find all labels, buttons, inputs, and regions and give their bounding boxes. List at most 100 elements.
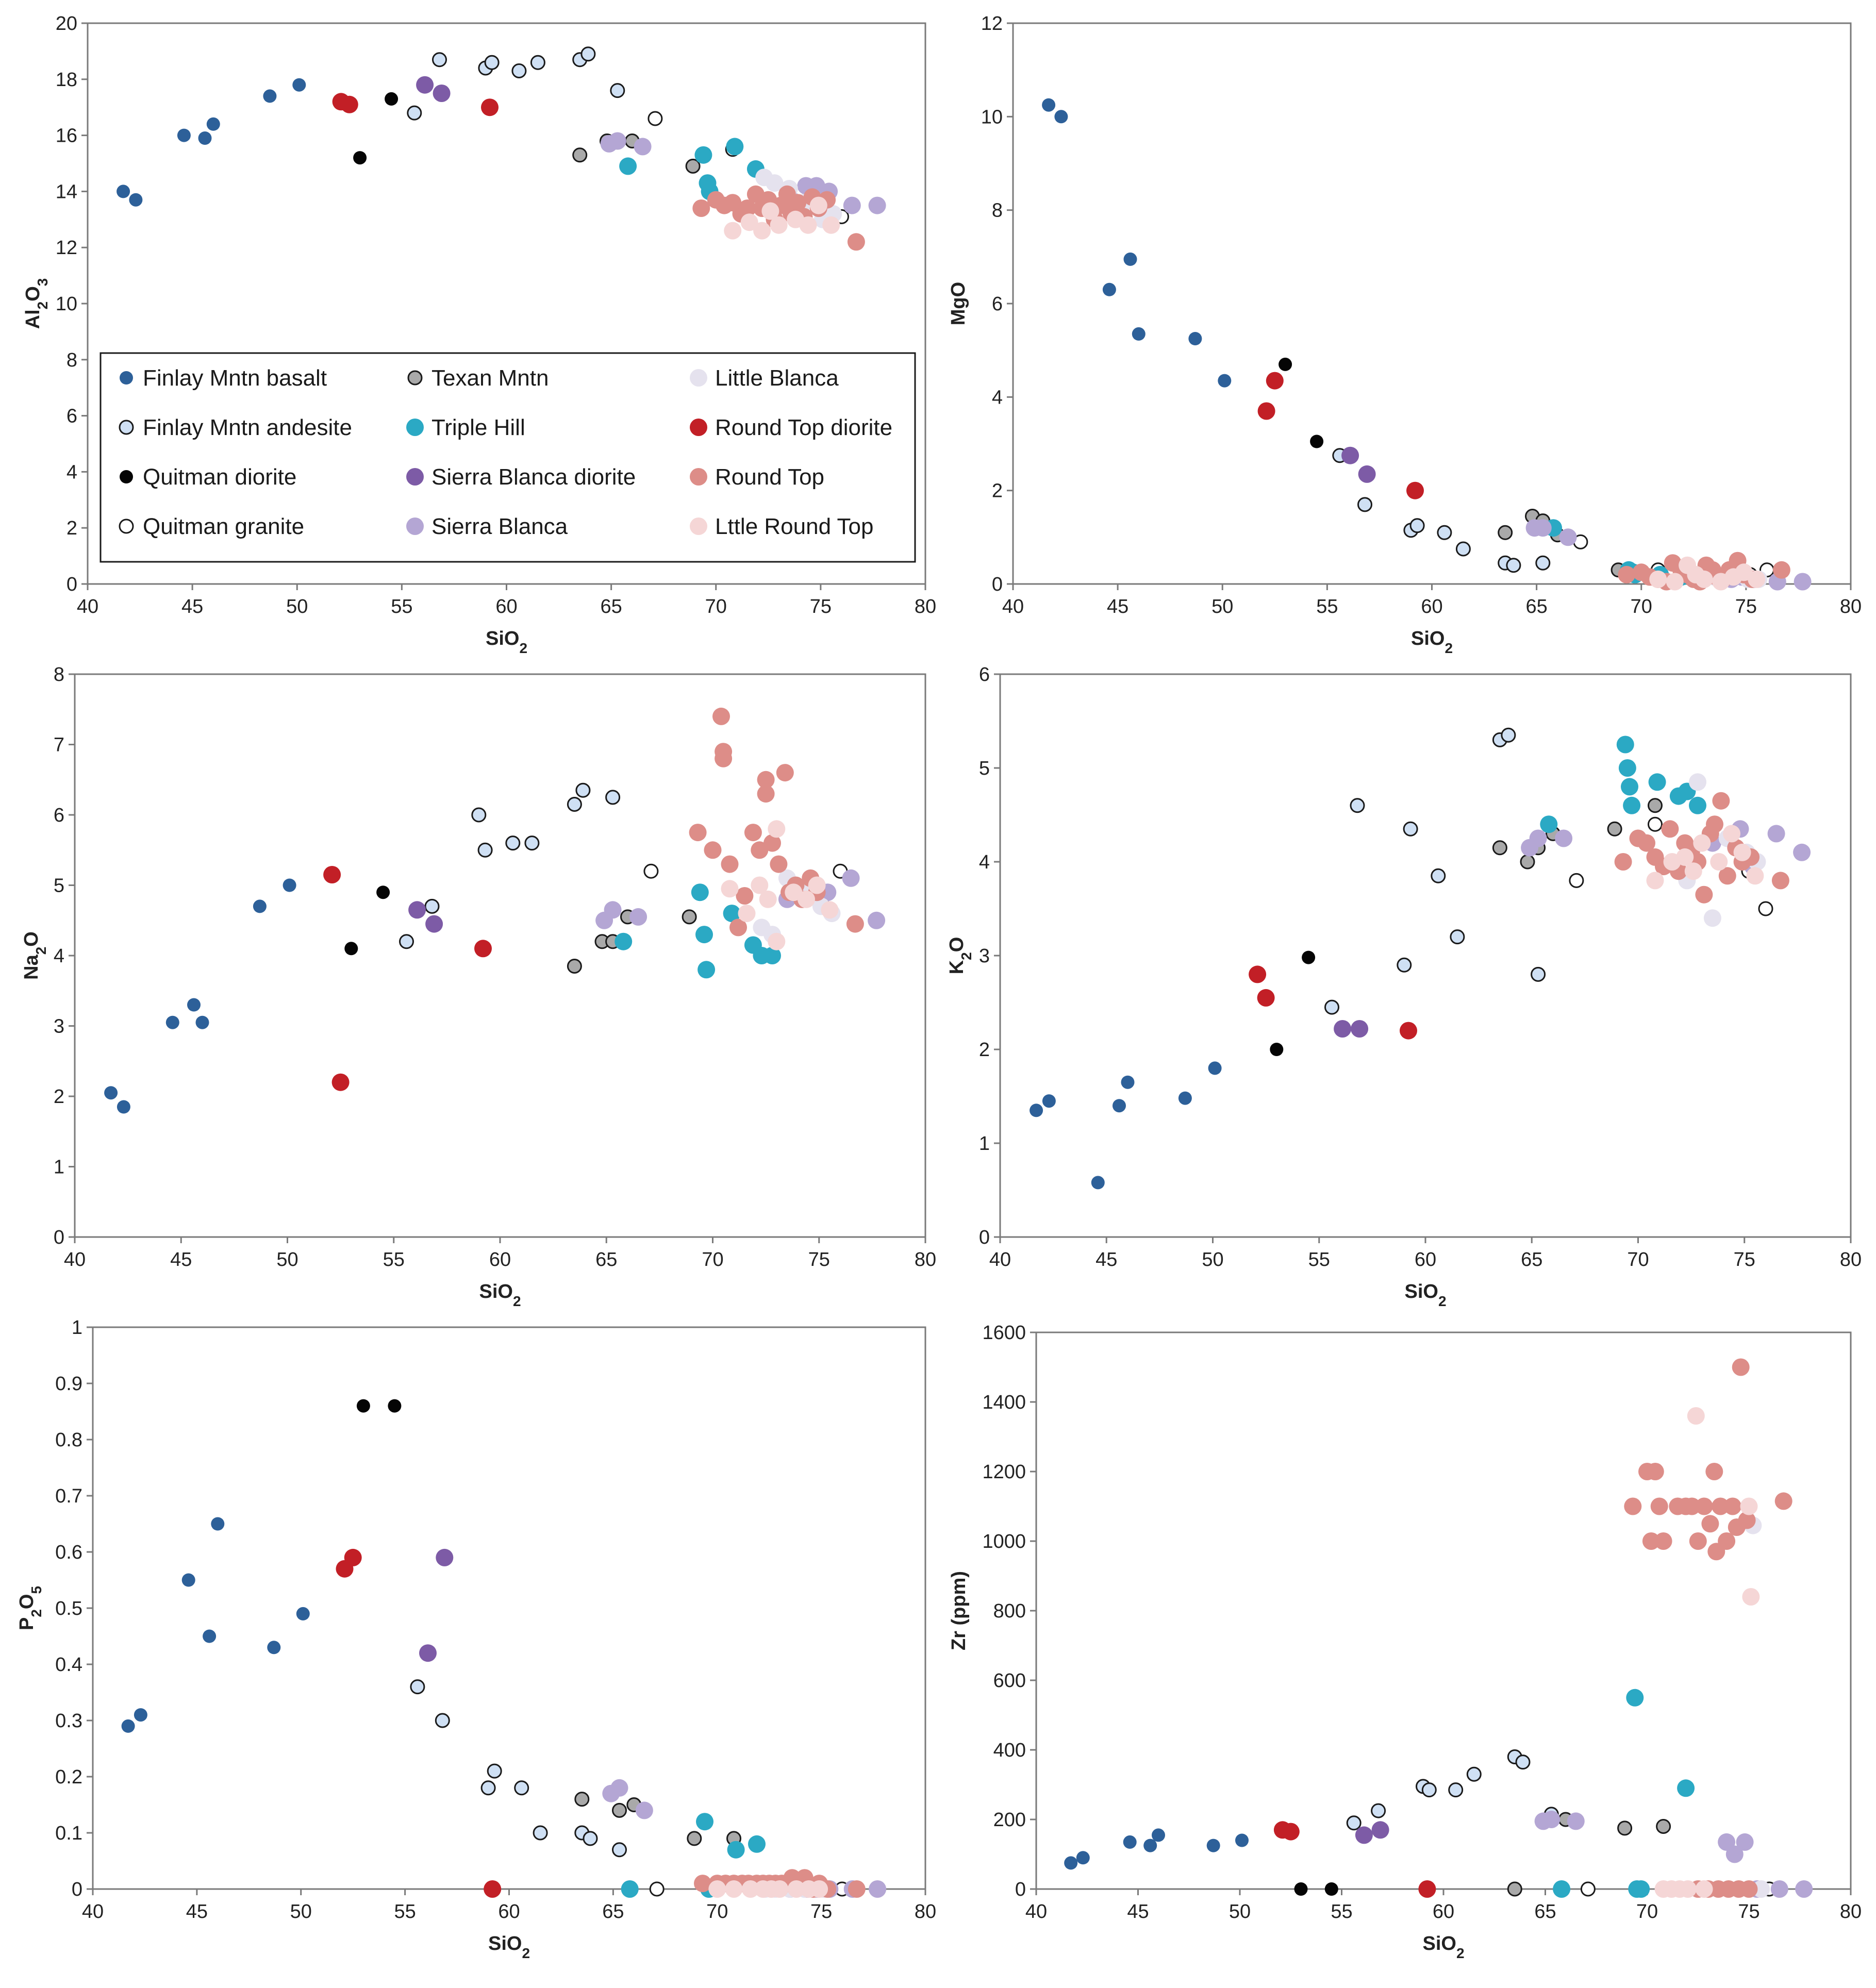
data-point-finlay-mntn-andesite xyxy=(424,898,440,914)
data-point-texan-mntn xyxy=(687,1831,702,1846)
x-tick-label: 60 xyxy=(498,1901,520,1923)
data-point-triple-hill xyxy=(1621,778,1638,796)
panel-zr: 40 45 50 55 60 65 70 75 800200400600800100012001… xyxy=(948,1322,1862,1961)
data-point-finlay-mntn-andesite xyxy=(1448,1782,1464,1798)
legend-marker-quitman-granite xyxy=(119,519,134,534)
data-point-finlay-mntn-basalt xyxy=(283,878,296,892)
data-point-quitman-diorite xyxy=(353,151,367,165)
data-point-lttle-round-top xyxy=(1710,853,1728,871)
data-point-finlay-mntn-andesite xyxy=(524,836,540,851)
y-tick-label: 400 xyxy=(993,1740,1026,1761)
panel-al2o3: 40 45 50 55 60 65 70 75 80 0 2 4 6 8 10 12 14 16 18 20 SiO2 A… xyxy=(22,13,936,656)
y-tick-label: 4 xyxy=(979,851,990,873)
data-point-round-top-diorite xyxy=(323,866,341,883)
data-point-quitman-diorite xyxy=(1279,357,1292,371)
data-point-round-top-diorite xyxy=(331,1073,350,1091)
data-point-sierra-blanca xyxy=(1795,1880,1813,1898)
x-tick-label: 65 xyxy=(602,1901,624,1923)
x-tick-label: 40 xyxy=(64,1249,86,1271)
y-tick-label: 2 xyxy=(54,1086,64,1108)
data-point-lttle-round-top xyxy=(1687,1407,1705,1425)
data-point-finlay-mntn-basalt xyxy=(181,1573,195,1587)
data-point-sierra-blanca-diorite xyxy=(419,1644,437,1662)
x-tick-label: 75 xyxy=(810,596,832,617)
data-point-sierra-blanca xyxy=(1736,1833,1754,1851)
data-point-triple-hill xyxy=(694,146,712,164)
legend-marker-quitman-diorite xyxy=(120,470,133,483)
data-point-round-top xyxy=(1650,1497,1668,1515)
data-point-quitman-diorite xyxy=(1294,1882,1308,1896)
data-point-little-blanca xyxy=(1752,1880,1770,1898)
data-point-round-top xyxy=(689,824,707,842)
data-point-finlay-mntn-andesite xyxy=(1431,868,1446,883)
legend-marker-round-top xyxy=(690,468,707,486)
data-point-sierra-blanca xyxy=(1794,573,1812,591)
x-axis-label: SiO2 xyxy=(479,1281,521,1309)
y-tick-label: 0.7 xyxy=(55,1485,82,1507)
x-tick-label: 40 xyxy=(989,1249,1011,1271)
data-point-triple-hill xyxy=(1623,796,1641,814)
data-point-round-top xyxy=(744,824,762,842)
legend-label-finlay-mntn-andesite: Finlay Mntn andesite xyxy=(143,415,352,440)
data-point-sierra-blanca xyxy=(869,1880,887,1898)
data-point-finlay-mntn-andesite xyxy=(484,55,500,70)
x-tick-label: 75 xyxy=(810,1901,832,1923)
y-tick-label: 4 xyxy=(54,945,64,967)
legend-marker-finlay-mntn-basalt xyxy=(120,371,133,385)
data-point-round-top xyxy=(1718,867,1736,885)
x-tick-label: 60 xyxy=(1433,1901,1454,1923)
data-point-round-top xyxy=(1732,1358,1750,1376)
data-point-finlay-mntn-andesite xyxy=(1403,821,1418,837)
data-point-finlay-mntn-basalt xyxy=(1102,282,1116,296)
x-tick-label: 80 xyxy=(1840,596,1862,617)
data-point-finlay-mntn-basalt xyxy=(1132,327,1145,341)
y-tick-label: 18 xyxy=(56,69,77,91)
x-tick-label: 60 xyxy=(495,596,517,617)
data-point-round-top xyxy=(1701,1515,1719,1533)
x-tick-label: 75 xyxy=(1738,1901,1759,1923)
data-point-lttle-round-top xyxy=(1684,862,1702,880)
x-tick-label: 65 xyxy=(595,1249,617,1271)
data-point-finlay-mntn-basalt xyxy=(129,193,143,207)
y-tick-label: 0 xyxy=(979,1227,990,1248)
y-tick-label: 10 xyxy=(981,106,1003,128)
data-point-finlay-mntn-basalt xyxy=(1235,1833,1249,1847)
x-tick-label: 40 xyxy=(1002,596,1024,617)
data-point-round-top xyxy=(776,764,794,782)
data-point-round-top xyxy=(757,771,775,789)
data-point-sierra-blanca-diorite xyxy=(1334,1020,1352,1038)
data-point-finlay-mntn-andesite xyxy=(1466,1766,1482,1782)
data-point-finlay-mntn-andesite xyxy=(1515,1755,1531,1770)
data-point-sierra-blanca xyxy=(1770,1880,1788,1898)
data-point-lttle-round-top xyxy=(761,202,779,220)
data-point-sierra-blanca-diorite xyxy=(408,901,426,919)
data-point-lttle-round-top xyxy=(1666,573,1684,591)
data-point-finlay-mntn-andesite xyxy=(505,836,521,851)
data-point-quitman-granite xyxy=(648,111,663,126)
data-point-sierra-blanca xyxy=(868,911,886,929)
data-point-lttle-round-top xyxy=(1695,1880,1713,1898)
data-point-lttle-round-top xyxy=(1740,1497,1758,1515)
x-axis-label: SiO2 xyxy=(1404,1281,1446,1309)
data-point-finlay-mntn-andesite xyxy=(567,797,582,812)
data-point-finlay-mntn-andesite xyxy=(580,46,596,62)
data-point-round-top xyxy=(1683,1497,1701,1515)
data-point-finlay-mntn-andesite xyxy=(1450,929,1465,945)
data-point-round-top-diorite xyxy=(1257,402,1275,420)
data-point-sierra-blanca xyxy=(635,1801,653,1819)
x-tick-label: 40 xyxy=(77,596,98,617)
data-point-triple-hill xyxy=(1616,736,1634,754)
data-point-round-top xyxy=(1661,820,1679,838)
data-point-sierra-blanca xyxy=(1559,528,1577,546)
data-point-finlay-mntn-andesite xyxy=(471,807,487,823)
y-tick-label: 0.2 xyxy=(55,1766,82,1788)
data-point-lttle-round-top xyxy=(1676,848,1694,866)
data-point-finlay-mntn-basalt xyxy=(1030,1104,1043,1117)
data-point-round-top xyxy=(848,1880,866,1898)
data-point-quitman-diorite xyxy=(376,886,390,899)
data-point-finlay-mntn-andesite xyxy=(612,1842,627,1858)
legend-marker-little-blanca xyxy=(690,369,707,387)
y-axis-label: Al2O3 xyxy=(22,278,51,329)
data-point-finlay-mntn-basalt xyxy=(211,1517,225,1531)
